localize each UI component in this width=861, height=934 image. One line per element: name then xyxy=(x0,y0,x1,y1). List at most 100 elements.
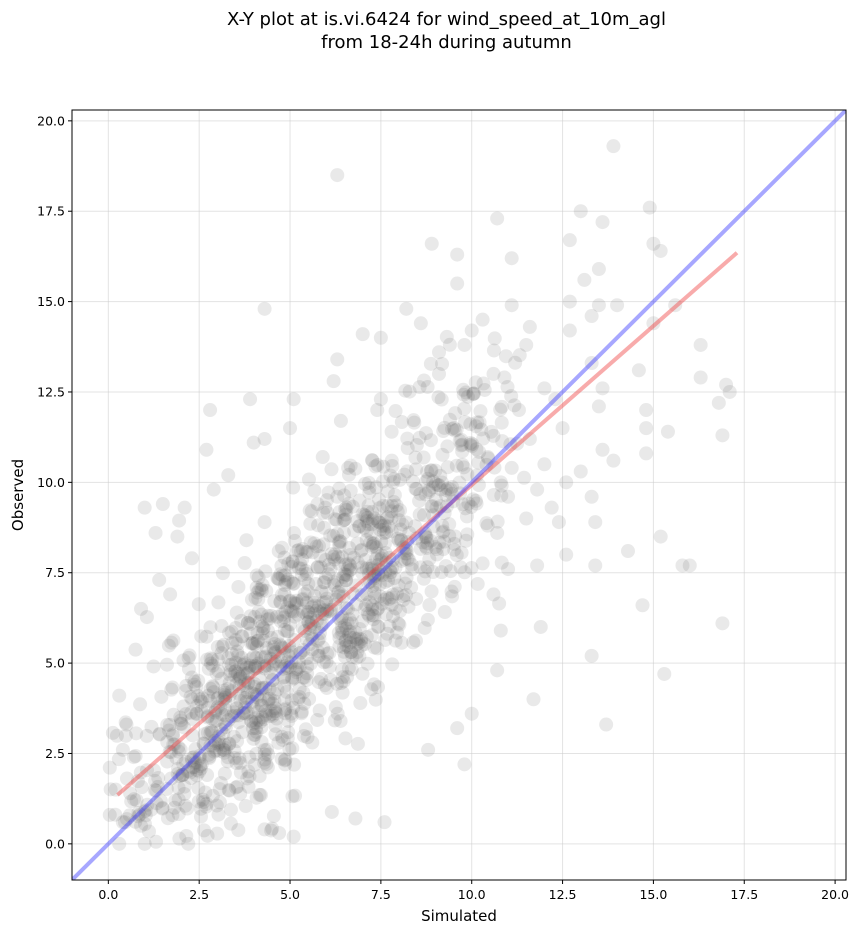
scatter-point xyxy=(324,602,339,617)
scatter-point xyxy=(234,613,249,628)
scatter-point xyxy=(334,676,349,691)
scatter-point xyxy=(286,480,301,495)
scatter-point xyxy=(268,727,283,742)
scatter-point xyxy=(184,750,199,765)
chart-title-line-1: X-Y plot at is.vi.6424 for wind_speed_at… xyxy=(227,9,666,30)
scatter-point xyxy=(354,588,369,603)
scatter-point xyxy=(591,298,606,313)
scatter-point xyxy=(209,713,224,728)
reference-lines xyxy=(72,110,846,880)
scatter-point xyxy=(345,499,360,514)
scatter-point xyxy=(214,646,229,661)
scatter-point xyxy=(154,689,169,704)
scatter-point xyxy=(493,623,508,638)
scatter-point xyxy=(471,478,486,493)
scatter-point xyxy=(184,771,199,786)
scatter-point xyxy=(199,796,214,811)
scatter-point xyxy=(155,801,170,816)
scatter-point xyxy=(432,478,447,493)
scatter-point xyxy=(249,790,264,805)
scatter-point xyxy=(367,677,382,692)
scatter-point xyxy=(159,657,174,672)
scatter-point xyxy=(227,750,242,765)
scatter-point xyxy=(239,690,254,705)
scatter-point xyxy=(328,547,343,562)
scatter-point xyxy=(188,742,203,757)
scatter-point xyxy=(178,707,193,722)
scatter-point xyxy=(258,704,273,719)
scatter-point xyxy=(470,468,485,483)
scatter-point xyxy=(584,356,599,371)
scatter-point xyxy=(189,755,204,770)
scatter-point xyxy=(275,568,290,583)
scatter-point xyxy=(244,714,259,729)
scatter-point xyxy=(341,661,356,676)
scatter-point xyxy=(465,437,480,452)
scatter-point xyxy=(376,498,391,513)
scatter-point xyxy=(384,597,399,612)
scatter-point xyxy=(265,821,280,836)
scatter-point xyxy=(249,650,264,665)
scatter-point xyxy=(214,671,229,686)
scatter-point xyxy=(360,510,375,525)
scatter-point xyxy=(382,568,397,583)
scatter-point xyxy=(432,366,447,381)
scatter-point xyxy=(332,589,347,604)
scatter-point xyxy=(181,661,196,676)
scatter-point xyxy=(337,512,352,527)
scatter-point xyxy=(396,589,411,604)
scatter-point xyxy=(324,546,339,561)
scatter-point xyxy=(244,652,259,667)
scatter-point xyxy=(405,562,420,577)
scatter-point xyxy=(314,671,329,686)
x-tick-label: 5.0 xyxy=(280,887,300,902)
scatter-point xyxy=(454,438,469,453)
scatter-point xyxy=(268,719,283,734)
y-tick-label: 10.0 xyxy=(37,475,65,490)
scatter-point xyxy=(296,643,311,658)
scatter-point xyxy=(307,595,322,610)
scatter-point xyxy=(371,566,386,581)
scatter-point xyxy=(382,591,397,606)
scatter-point xyxy=(257,301,272,316)
x-tick-label: 12.5 xyxy=(549,887,577,902)
scatter-point xyxy=(196,736,211,751)
scatter-point xyxy=(426,508,441,523)
scatter-point xyxy=(334,620,349,635)
scatter-point xyxy=(423,356,438,371)
scatter-point xyxy=(385,499,400,514)
scatter-point xyxy=(315,617,330,632)
scatter-point xyxy=(305,642,320,657)
scatter-point xyxy=(249,715,264,730)
scatter-point xyxy=(202,693,217,708)
scatter-point xyxy=(295,541,310,556)
scatter-point xyxy=(400,441,415,456)
scatter-point xyxy=(432,535,447,550)
scatter-point xyxy=(250,625,265,640)
scatter-point xyxy=(458,385,473,400)
scatter-point xyxy=(412,430,427,445)
scatter-point xyxy=(385,609,400,624)
scatter-point xyxy=(304,504,319,519)
scatter-point xyxy=(270,682,285,697)
scatter-point xyxy=(230,644,245,659)
scatter-point xyxy=(266,640,281,655)
scatter-point xyxy=(255,619,270,634)
scatter-point xyxy=(294,561,309,576)
scatter-point xyxy=(147,783,162,798)
scatter-point xyxy=(277,692,292,707)
scatter-point xyxy=(620,544,635,559)
scatter-point xyxy=(271,735,286,750)
scatter-point xyxy=(320,602,335,617)
scatter-point xyxy=(635,598,650,613)
scatter-point xyxy=(412,493,427,508)
scatter-point xyxy=(584,489,599,504)
scatter-point xyxy=(293,645,308,660)
scatter-point xyxy=(178,683,193,698)
scatter-point xyxy=(399,543,414,558)
chart-title-line-2: from 18-24h during autumn xyxy=(321,32,572,53)
scatter-point xyxy=(406,413,421,428)
scatter-point xyxy=(194,629,209,644)
scatter-point xyxy=(393,522,408,537)
scatter-point xyxy=(217,687,232,702)
